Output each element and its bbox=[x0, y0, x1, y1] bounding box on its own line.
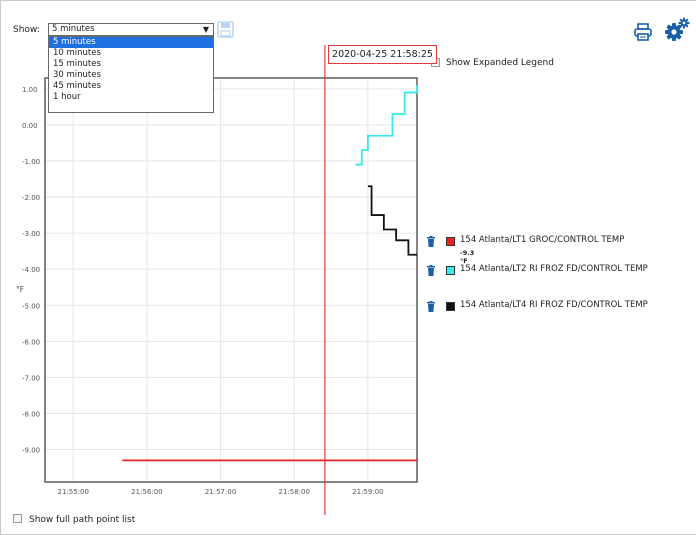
legend-color-swatch bbox=[446, 302, 455, 311]
duration-select[interactable]: 5 minutes ▼ bbox=[48, 23, 214, 36]
save-icon[interactable] bbox=[216, 21, 236, 38]
print-icon[interactable] bbox=[633, 22, 653, 42]
y-tick-label: -8.00 bbox=[22, 410, 40, 418]
cursor-timestamp: 2020-04-25 21:58:25 bbox=[328, 45, 437, 64]
x-tick-label: 21:56:00 bbox=[131, 488, 162, 496]
y-tick-label: -4.00 bbox=[22, 266, 40, 274]
x-tick-label: 21:58:00 bbox=[279, 488, 310, 496]
duration-option-30-minutes[interactable]: 30 minutes bbox=[53, 70, 101, 80]
trash-icon[interactable] bbox=[426, 301, 436, 312]
legend-series-value: -9.3 °F bbox=[460, 249, 475, 265]
trash-icon[interactable] bbox=[426, 236, 436, 247]
show-label: Show: bbox=[13, 25, 40, 35]
y-tick-label: -3.00 bbox=[22, 230, 40, 238]
full-path-label: Show full path point list bbox=[29, 515, 136, 525]
plot-area-border bbox=[44, 77, 418, 483]
x-tick-label: 21:57:00 bbox=[205, 488, 236, 496]
y-tick-label: -1.00 bbox=[22, 158, 40, 166]
duration-option-5-minutes[interactable]: 5 minutes bbox=[49, 37, 213, 48]
series-line bbox=[367, 185, 417, 256]
y-tick-label: -9.00 bbox=[22, 447, 40, 455]
legend-color-swatch bbox=[446, 266, 455, 275]
y-tick-label: -6.00 bbox=[22, 338, 40, 346]
duration-option-1-hour[interactable]: 1 hour bbox=[53, 92, 81, 102]
y-tick-label: 0.00 bbox=[22, 122, 38, 130]
dropdown-arrow-icon: ▼ bbox=[202, 25, 209, 34]
x-tick-label: 21:55:00 bbox=[58, 488, 89, 496]
series-line bbox=[355, 85, 418, 166]
settings-gear-icon[interactable] bbox=[663, 17, 691, 43]
legend-series-name: 154 Atlanta/LT4 RI FROZ FD/CONTROL TEMP bbox=[460, 300, 648, 310]
y-tick-label: 1.00 bbox=[22, 86, 38, 94]
legend-color-swatch bbox=[446, 237, 455, 246]
full-path-checkbox[interactable] bbox=[13, 514, 22, 523]
duration-option-10-minutes[interactable]: 10 minutes bbox=[53, 48, 101, 58]
y-tick-label: -5.00 bbox=[22, 302, 40, 310]
duration-dropdown-list: 5 minutes 10 minutes 15 minutes 30 minut… bbox=[48, 36, 214, 113]
x-tick-label: 21:59:00 bbox=[352, 488, 383, 496]
duration-option-15-minutes[interactable]: 15 minutes bbox=[53, 59, 101, 69]
duration-select-value: 5 minutes bbox=[52, 24, 95, 34]
expanded-legend-label: Show Expanded Legend bbox=[446, 58, 554, 68]
trash-icon[interactable] bbox=[426, 265, 436, 276]
y-axis-label: °F bbox=[16, 285, 24, 294]
legend-series-name: 154 Atlanta/LT1 GROC/CONTROL TEMP bbox=[460, 235, 625, 245]
legend-series-name: 154 Atlanta/LT2 RI FROZ FD/CONTROL TEMP bbox=[460, 264, 648, 274]
y-tick-label: -7.00 bbox=[22, 374, 40, 382]
duration-option-45-minutes[interactable]: 45 minutes bbox=[53, 81, 101, 91]
y-tick-label: -2.00 bbox=[22, 194, 40, 202]
